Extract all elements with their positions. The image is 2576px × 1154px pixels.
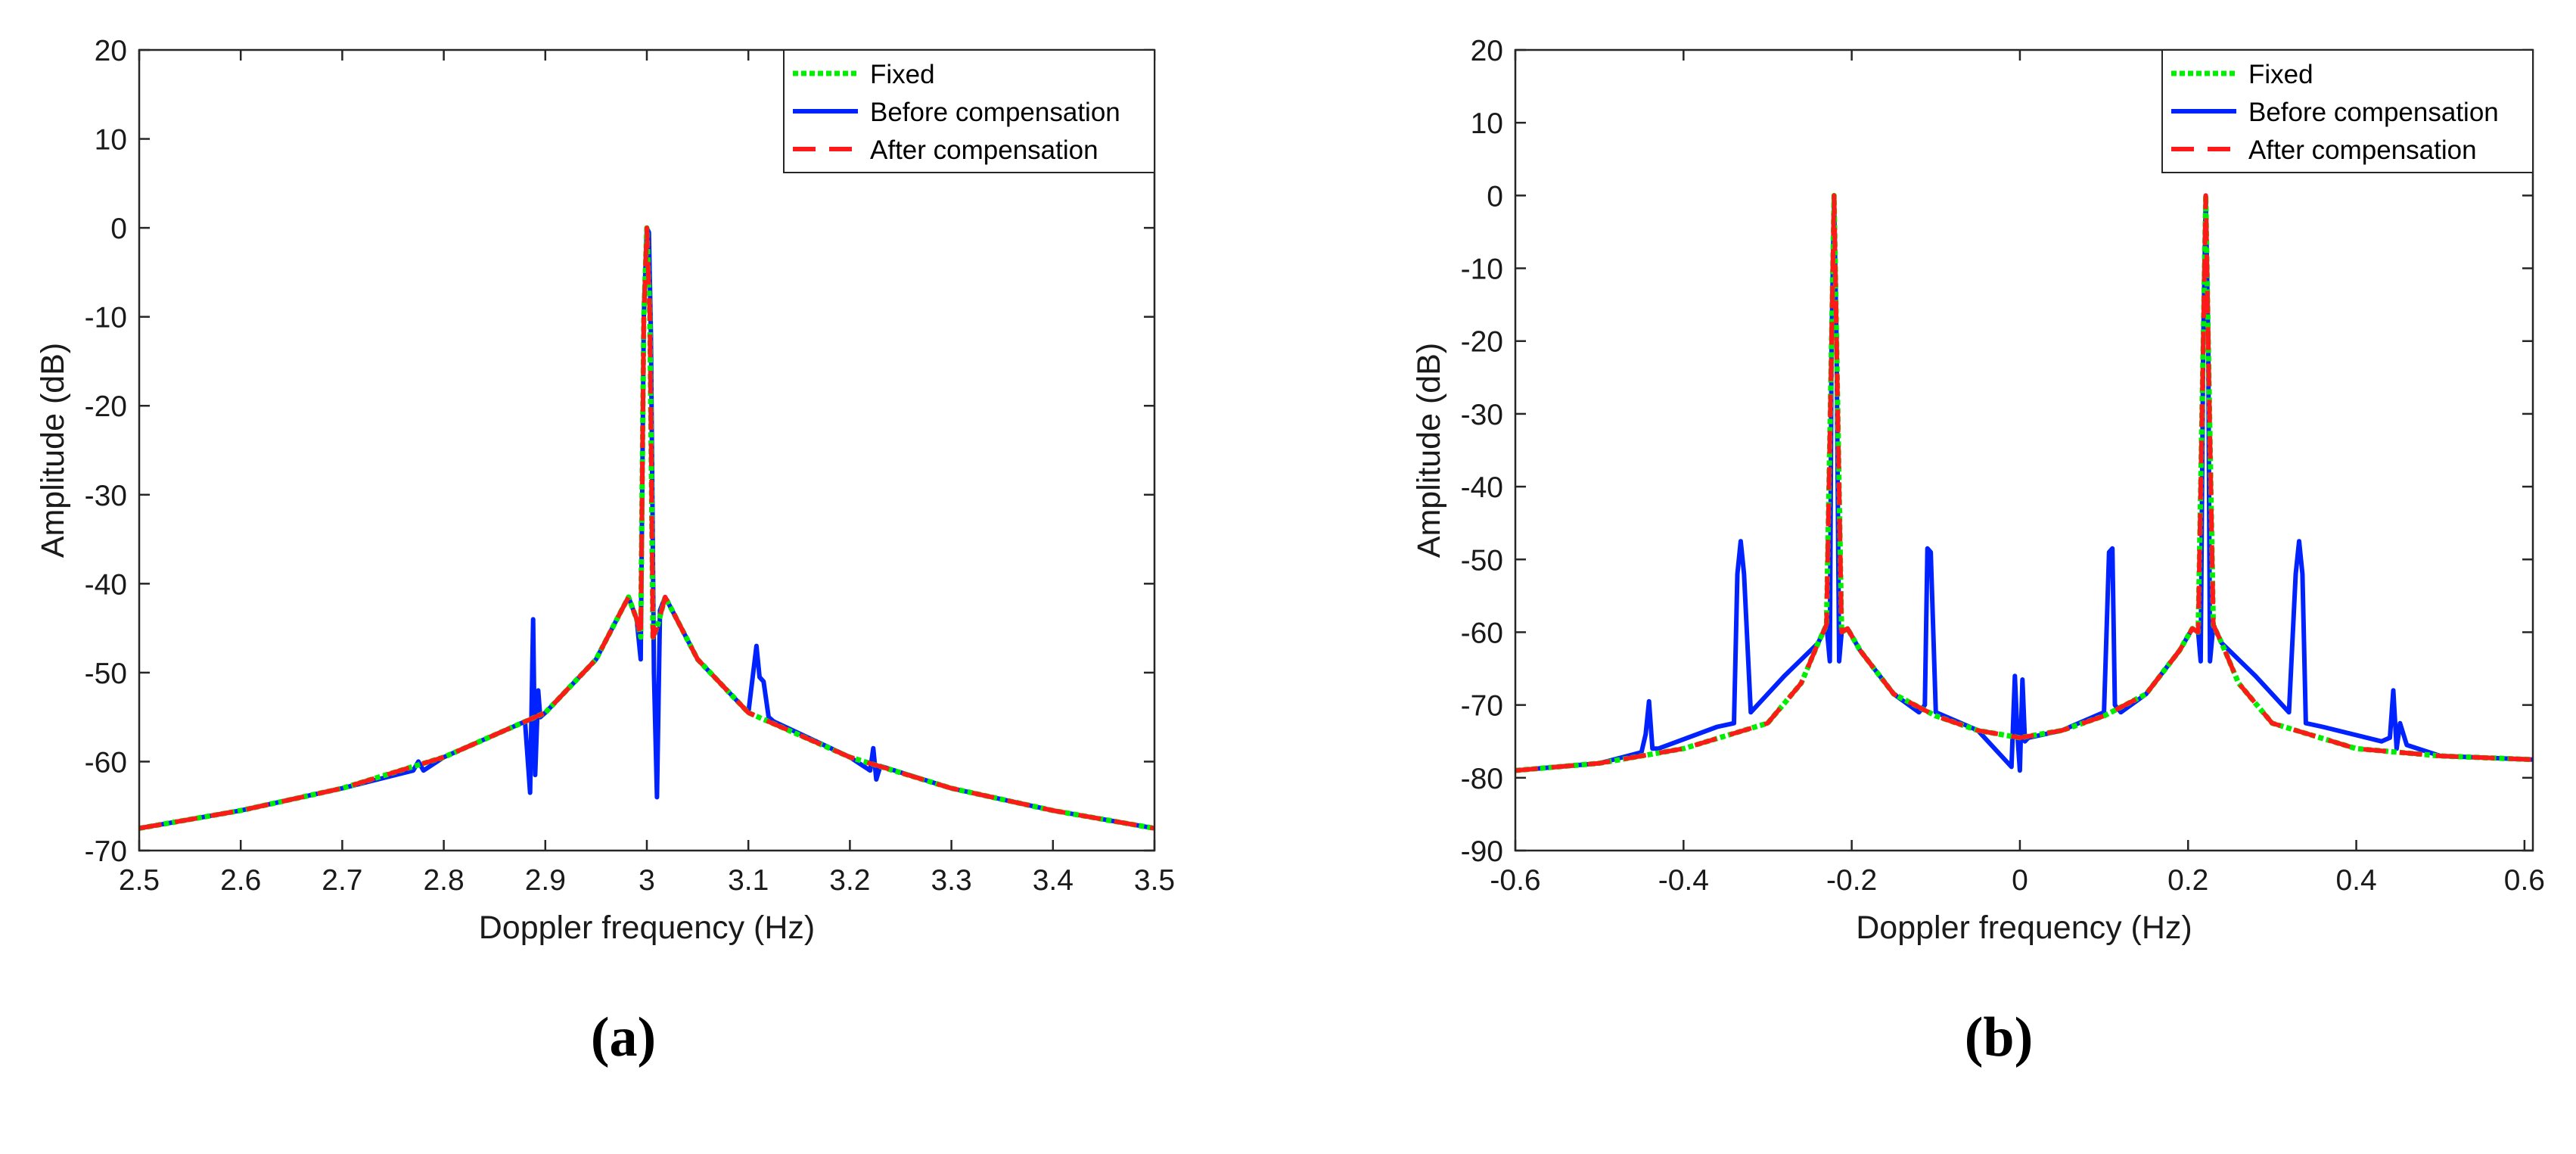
x-tick-label: 3 bbox=[639, 864, 655, 897]
legend-label: Before compensation bbox=[870, 98, 1120, 127]
x-tick-label: 2.9 bbox=[525, 864, 566, 897]
legend: Fixed Before compensation After compensati… bbox=[783, 49, 1155, 173]
legend-label: After compensation bbox=[870, 135, 1098, 165]
legend-label: Before compensation bbox=[2248, 98, 2499, 127]
y-tick-label: -50 bbox=[1461, 544, 1503, 577]
axes-frame bbox=[1514, 48, 2534, 852]
y-axis-label: Amplitude (dB) bbox=[35, 343, 71, 558]
y-tick-label: 10 bbox=[1471, 107, 1503, 140]
y-tick-label: -20 bbox=[85, 390, 127, 423]
panel-label: (a) bbox=[591, 1006, 656, 1068]
y-tick-label: -70 bbox=[85, 835, 127, 868]
x-tick-label: 3.3 bbox=[931, 864, 971, 897]
y-tick-label: -10 bbox=[1461, 254, 1503, 286]
y-tick-label: -70 bbox=[1461, 690, 1503, 723]
legend-label: Fixed bbox=[2248, 60, 2313, 89]
y-tick-label: -30 bbox=[85, 480, 127, 512]
x-tick-label: 0.6 bbox=[2504, 864, 2545, 897]
chart-1: 2.5 2.6 2.7 2.8 2.9 3 3.1 3.2 3.3 3.4 3.5 -70 -60 -50… bbox=[35, 35, 1175, 1068]
y-tick-label: -50 bbox=[85, 658, 127, 690]
x-tick-label: 3.5 bbox=[1134, 864, 1175, 897]
x-tick-label: 2.5 bbox=[119, 864, 160, 897]
series-line-before-compensation bbox=[1515, 193, 2533, 773]
y-tick-label: -60 bbox=[1461, 617, 1503, 649]
y-tick-label: 0 bbox=[1487, 180, 1503, 213]
panel-label: (b) bbox=[1965, 1006, 2033, 1068]
y-tick-label: 20 bbox=[1471, 35, 1503, 67]
x-tick-label: -0.4 bbox=[1658, 864, 1709, 897]
y-axis-label: Amplitude (dB) bbox=[1411, 343, 1447, 558]
x-tick-label: 3.4 bbox=[1033, 864, 1074, 897]
series-line-after-compensation bbox=[139, 226, 1154, 831]
x-tick-label: 0.4 bbox=[2335, 864, 2376, 897]
y-tick-label: -40 bbox=[85, 568, 127, 601]
series-group bbox=[1515, 192, 2533, 773]
plot-area bbox=[139, 50, 1154, 851]
x-tick-label: 2.6 bbox=[220, 864, 261, 897]
series-line-after-compensation bbox=[1515, 193, 2533, 773]
x-tick-label: -0.2 bbox=[1826, 864, 1877, 897]
y-tick-label: -10 bbox=[85, 302, 127, 334]
y-tick-label: 20 bbox=[95, 35, 127, 67]
y-tick-label: 10 bbox=[95, 124, 127, 157]
x-axis-label: Doppler frequency (Hz) bbox=[1856, 910, 2192, 946]
legend-label: Fixed bbox=[870, 60, 935, 89]
x-tick-label: 3.2 bbox=[829, 864, 870, 897]
y-tick-label: -60 bbox=[85, 746, 127, 779]
x-tick-label: 0 bbox=[2012, 864, 2028, 897]
x-tick-label: 0.2 bbox=[2167, 864, 2208, 897]
x-axis-label: Doppler frequency (Hz) bbox=[479, 910, 816, 946]
y-tick-label: 0 bbox=[110, 213, 127, 245]
series-group bbox=[139, 225, 1154, 832]
y-tick-label: -20 bbox=[1461, 326, 1503, 359]
x-tick-label: -0.6 bbox=[1490, 864, 1540, 897]
y-tick-label: -90 bbox=[1461, 835, 1503, 868]
chart-2: -0.6 -0.4 -0.2 0 0.2 0.4 0.6 -90 -80 -70 -60 -50 -40… bbox=[1411, 35, 2545, 1068]
legend-label: After compensation bbox=[2248, 135, 2477, 165]
x-tick-label: 3.1 bbox=[728, 864, 769, 897]
y-tick-label: -80 bbox=[1461, 763, 1503, 795]
x-tick-label: 2.8 bbox=[423, 864, 464, 897]
y-tick-label: -40 bbox=[1461, 471, 1503, 504]
y-tick-label: -30 bbox=[1461, 399, 1503, 431]
x-tick-label: 2.7 bbox=[322, 864, 362, 897]
legend: Fixed Before compensation After compensati… bbox=[2161, 49, 2534, 173]
